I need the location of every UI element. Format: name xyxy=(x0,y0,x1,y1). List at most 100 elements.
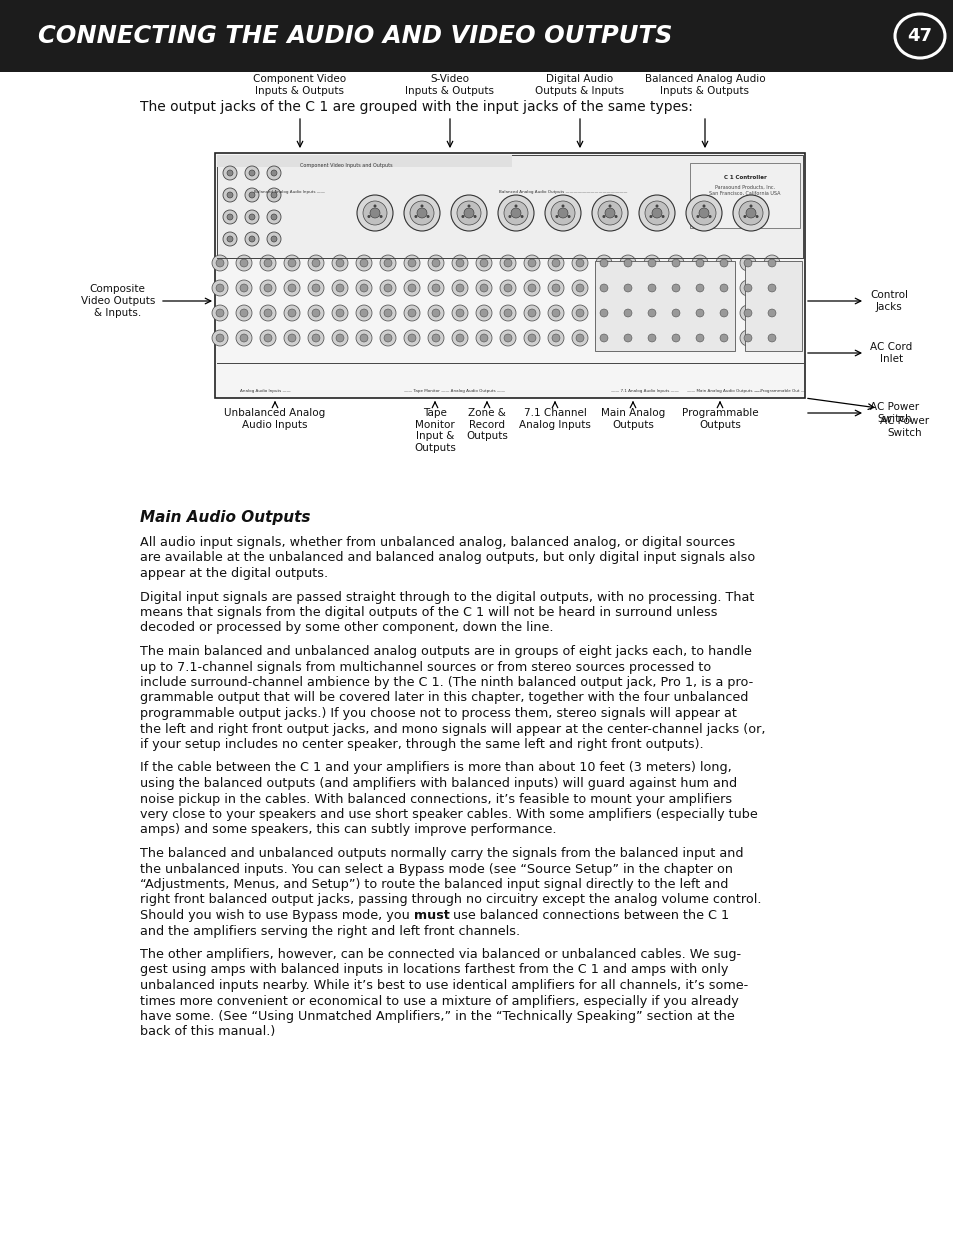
Circle shape xyxy=(523,280,539,296)
Circle shape xyxy=(267,165,281,180)
Circle shape xyxy=(452,330,468,346)
Text: Main Analog
Outputs: Main Analog Outputs xyxy=(600,408,664,430)
Circle shape xyxy=(743,284,751,291)
Circle shape xyxy=(452,305,468,321)
Circle shape xyxy=(499,280,516,296)
Circle shape xyxy=(592,195,627,231)
Circle shape xyxy=(384,333,392,342)
Circle shape xyxy=(355,280,372,296)
Text: Balanced Analog Audio
Inputs & Outputs: Balanced Analog Audio Inputs & Outputs xyxy=(644,74,764,96)
Circle shape xyxy=(452,254,468,270)
Circle shape xyxy=(308,330,324,346)
Circle shape xyxy=(547,305,563,321)
Circle shape xyxy=(503,259,512,267)
Circle shape xyxy=(601,215,605,219)
Circle shape xyxy=(235,280,252,296)
Circle shape xyxy=(240,259,248,267)
Circle shape xyxy=(384,309,392,317)
Circle shape xyxy=(523,254,539,270)
Circle shape xyxy=(284,305,299,321)
Text: back of this manual.): back of this manual.) xyxy=(140,1025,275,1039)
Circle shape xyxy=(552,284,559,291)
Circle shape xyxy=(223,188,236,203)
Circle shape xyxy=(212,330,228,346)
Circle shape xyxy=(456,259,463,267)
Circle shape xyxy=(456,309,463,317)
Circle shape xyxy=(576,284,583,291)
Circle shape xyxy=(476,305,492,321)
Circle shape xyxy=(370,207,379,219)
Circle shape xyxy=(643,330,659,346)
Circle shape xyxy=(284,330,299,346)
Circle shape xyxy=(260,254,275,270)
Text: “Adjustments, Menus, and Setup”) to route the balanced input signal directly to : “Adjustments, Menus, and Setup”) to rout… xyxy=(140,878,727,890)
Circle shape xyxy=(701,205,705,207)
Circle shape xyxy=(308,254,324,270)
Circle shape xyxy=(479,309,488,317)
Circle shape xyxy=(503,201,527,225)
Circle shape xyxy=(552,259,559,267)
Circle shape xyxy=(608,205,611,207)
Circle shape xyxy=(403,195,439,231)
Circle shape xyxy=(245,232,258,246)
Circle shape xyxy=(651,207,661,219)
Circle shape xyxy=(720,309,727,317)
Text: means that signals from the digital outputs of the C 1 will not be heard in surr: means that signals from the digital outp… xyxy=(140,606,717,619)
Circle shape xyxy=(527,284,536,291)
Circle shape xyxy=(260,330,275,346)
Text: If the cable between the C 1 and your amplifiers is more than about 10 feet (3 m: If the cable between the C 1 and your am… xyxy=(140,762,731,774)
Circle shape xyxy=(740,254,755,270)
Circle shape xyxy=(408,259,416,267)
Circle shape xyxy=(767,284,775,291)
Text: Main Audio Outputs: Main Audio Outputs xyxy=(140,510,310,525)
Circle shape xyxy=(467,205,470,207)
Circle shape xyxy=(572,280,587,296)
Circle shape xyxy=(432,333,439,342)
Text: The balanced and unbalanced outputs normally carry the signals from the balanced: The balanced and unbalanced outputs norm… xyxy=(140,847,742,860)
Circle shape xyxy=(476,330,492,346)
Circle shape xyxy=(456,284,463,291)
Circle shape xyxy=(308,280,324,296)
Circle shape xyxy=(599,259,607,267)
Circle shape xyxy=(614,215,617,219)
Circle shape xyxy=(428,280,443,296)
Circle shape xyxy=(335,309,344,317)
Circle shape xyxy=(245,188,258,203)
Circle shape xyxy=(463,207,474,219)
Circle shape xyxy=(763,280,780,296)
Circle shape xyxy=(667,305,683,321)
Circle shape xyxy=(249,214,254,220)
Circle shape xyxy=(379,330,395,346)
Bar xyxy=(0,0,953,72)
Text: Unbalanced Analog
Audio Inputs: Unbalanced Analog Audio Inputs xyxy=(224,408,325,430)
Circle shape xyxy=(696,259,703,267)
Circle shape xyxy=(720,333,727,342)
Circle shape xyxy=(514,205,517,207)
Circle shape xyxy=(235,254,252,270)
Circle shape xyxy=(355,330,372,346)
Text: amps) and some speakers, this can subtly improve performance.: amps) and some speakers, this can subtly… xyxy=(140,824,556,836)
Circle shape xyxy=(223,165,236,180)
Circle shape xyxy=(691,280,707,296)
Circle shape xyxy=(426,215,429,219)
Circle shape xyxy=(379,215,382,219)
Circle shape xyxy=(355,254,372,270)
Circle shape xyxy=(312,309,319,317)
Circle shape xyxy=(567,215,570,219)
Text: C 1 Controller: C 1 Controller xyxy=(723,175,765,180)
Circle shape xyxy=(249,191,254,198)
Circle shape xyxy=(410,201,434,225)
Text: All audio input signals, whether from unbalanced analog, balanced analog, or dig: All audio input signals, whether from un… xyxy=(140,536,735,550)
Circle shape xyxy=(476,254,492,270)
Circle shape xyxy=(667,330,683,346)
Text: unbalanced inputs nearby. While it’s best to use identical amplifiers for all ch: unbalanced inputs nearby. While it’s bes… xyxy=(140,979,747,992)
Circle shape xyxy=(264,309,272,317)
Circle shape xyxy=(379,305,395,321)
Circle shape xyxy=(755,215,758,219)
Text: Digital Audio
Outputs & Inputs: Digital Audio Outputs & Inputs xyxy=(535,74,624,96)
Circle shape xyxy=(671,333,679,342)
Circle shape xyxy=(271,170,276,177)
Bar xyxy=(744,261,801,351)
Text: if your setup includes no center speaker, through the same left and right front : if your setup includes no center speaker… xyxy=(140,739,703,751)
Circle shape xyxy=(432,259,439,267)
